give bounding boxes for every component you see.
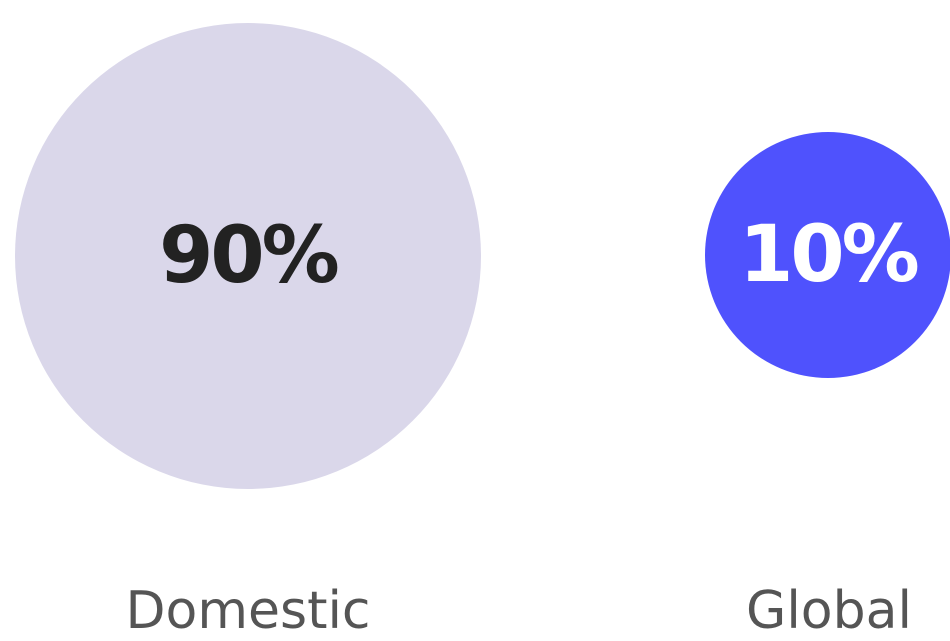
domestic-value-label: 90% (159, 217, 337, 295)
domestic-category-label: Domestic (98, 585, 398, 637)
global-bubble: 10% (705, 132, 950, 378)
global-category-label: Global (679, 585, 950, 637)
global-value-label: 10% (739, 216, 917, 294)
domestic-bubble: 90% (15, 23, 481, 489)
